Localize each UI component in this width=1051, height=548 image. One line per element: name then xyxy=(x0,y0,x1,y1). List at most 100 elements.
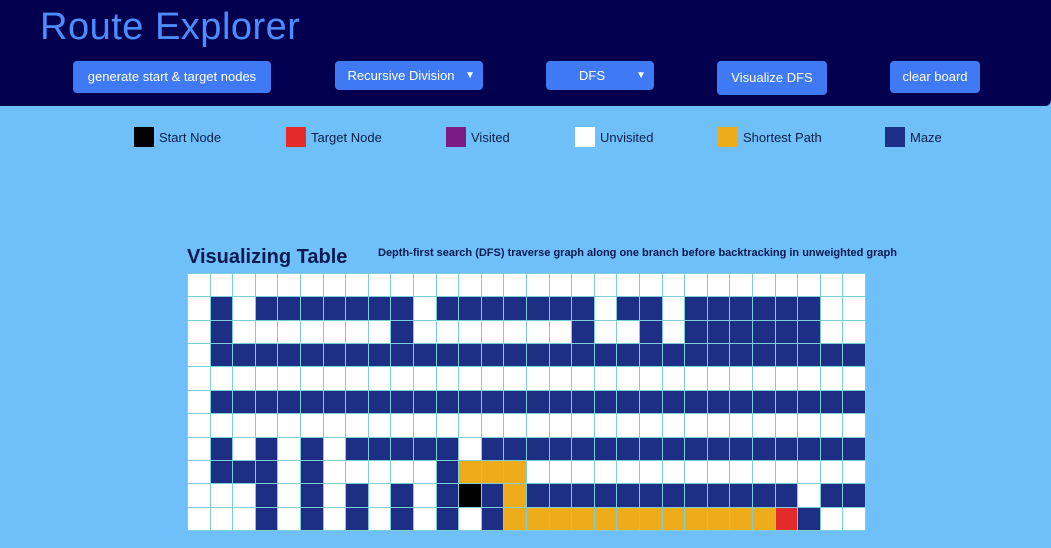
grid-cell-maze[interactable] xyxy=(233,390,256,415)
grid-cell-maze[interactable] xyxy=(707,297,731,321)
grid-cell-maze[interactable] xyxy=(481,437,505,461)
grid-cell-maze[interactable] xyxy=(707,344,731,368)
grid-cell-maze[interactable] xyxy=(255,460,279,485)
grid-cell-unvisited[interactable] xyxy=(843,297,866,321)
grid-cell-maze[interactable] xyxy=(210,297,234,321)
grid-cell-maze[interactable] xyxy=(323,390,347,415)
grid-cell-unvisited[interactable] xyxy=(459,507,482,531)
grid-cell-unvisited[interactable] xyxy=(640,460,663,485)
grid-cell-unvisited[interactable] xyxy=(346,320,369,345)
visualizing-grid[interactable] xyxy=(187,273,866,531)
grid-cell-unvisited[interactable] xyxy=(346,460,369,485)
grid-cell-unvisited[interactable] xyxy=(843,320,866,345)
grid-cell-maze[interactable] xyxy=(323,344,347,368)
grid-cell-maze[interactable] xyxy=(617,484,640,508)
grid-cell-unvisited[interactable] xyxy=(527,460,550,485)
grid-cell-unvisited[interactable] xyxy=(775,414,799,438)
grid-cell-maze[interactable] xyxy=(301,437,324,461)
grid-cell-maze[interactable] xyxy=(527,390,550,415)
grid-cell-unvisited[interactable] xyxy=(707,367,731,391)
grid-cell-unvisited[interactable] xyxy=(594,320,618,345)
grid-cell-path[interactable] xyxy=(481,460,505,485)
grid-cell-unvisited[interactable] xyxy=(594,414,618,438)
grid-cell-unvisited[interactable] xyxy=(255,414,279,438)
grid-cell-unvisited[interactable] xyxy=(527,414,550,438)
grid-cell-maze[interactable] xyxy=(301,484,324,508)
grid-cell-unvisited[interactable] xyxy=(233,320,256,345)
grid-cell-maze[interactable] xyxy=(527,437,550,461)
grid-cell-unvisited[interactable] xyxy=(346,414,369,438)
grid-cell-unvisited[interactable] xyxy=(820,274,844,298)
grid-cell-unvisited[interactable] xyxy=(233,297,256,321)
grid-cell-unvisited[interactable] xyxy=(820,297,844,321)
grid-cell-unvisited[interactable] xyxy=(572,460,595,485)
grid-cell-maze[interactable] xyxy=(301,344,324,368)
grid-cell-unvisited[interactable] xyxy=(323,320,347,345)
grid-cell-maze[interactable] xyxy=(843,484,866,508)
grid-cell-unvisited[interactable] xyxy=(459,274,482,298)
grid-cell-unvisited[interactable] xyxy=(278,320,301,345)
grid-cell-maze[interactable] xyxy=(775,344,799,368)
grid-cell-maze[interactable] xyxy=(459,390,482,415)
grid-cell-unvisited[interactable] xyxy=(188,484,211,508)
grid-cell-maze[interactable] xyxy=(210,390,234,415)
grid-cell-path[interactable] xyxy=(504,507,527,531)
grid-cell-unvisited[interactable] xyxy=(188,274,211,298)
grid-cell-maze[interactable] xyxy=(481,344,505,368)
grid-cell-unvisited[interactable] xyxy=(346,367,369,391)
grid-cell-maze[interactable] xyxy=(640,344,663,368)
grid-cell-unvisited[interactable] xyxy=(527,367,550,391)
grid-cell-path[interactable] xyxy=(730,507,753,531)
grid-cell-maze[interactable] xyxy=(820,484,844,508)
grid-cell-unvisited[interactable] xyxy=(820,414,844,438)
grid-cell-unvisited[interactable] xyxy=(843,367,866,391)
grid-cell-unvisited[interactable] xyxy=(730,460,753,485)
grid-cell-unvisited[interactable] xyxy=(436,274,460,298)
grid-cell-unvisited[interactable] xyxy=(662,460,686,485)
grid-cell-unvisited[interactable] xyxy=(188,437,211,461)
grid-cell-maze[interactable] xyxy=(391,390,414,415)
grid-cell-maze[interactable] xyxy=(685,437,708,461)
grid-cell-unvisited[interactable] xyxy=(278,414,301,438)
grid-cell-unvisited[interactable] xyxy=(414,297,437,321)
grid-cell-unvisited[interactable] xyxy=(368,484,392,508)
grid-cell-unvisited[interactable] xyxy=(233,367,256,391)
grid-cell-unvisited[interactable] xyxy=(188,367,211,391)
grid-cell-unvisited[interactable] xyxy=(820,507,844,531)
clear-board-button[interactable]: clear board xyxy=(890,61,980,93)
grid-cell-unvisited[interactable] xyxy=(775,274,799,298)
grid-cell-unvisited[interactable] xyxy=(323,414,347,438)
grid-cell-unvisited[interactable] xyxy=(391,414,414,438)
grid-cell-unvisited[interactable] xyxy=(617,274,640,298)
grid-cell-unvisited[interactable] xyxy=(798,460,821,485)
grid-cell-maze[interactable] xyxy=(572,297,595,321)
grid-cell-maze[interactable] xyxy=(798,390,821,415)
grid-cell-unvisited[interactable] xyxy=(368,367,392,391)
grid-cell-maze[interactable] xyxy=(753,297,776,321)
grid-cell-unvisited[interactable] xyxy=(301,367,324,391)
grid-cell-maze[interactable] xyxy=(640,297,663,321)
grid-cell-unvisited[interactable] xyxy=(662,297,686,321)
grid-cell-maze[interactable] xyxy=(594,390,618,415)
grid-cell-unvisited[interactable] xyxy=(210,507,234,531)
grid-cell-maze[interactable] xyxy=(527,297,550,321)
grid-cell-unvisited[interactable] xyxy=(798,484,821,508)
grid-cell-unvisited[interactable] xyxy=(640,414,663,438)
grid-cell-maze[interactable] xyxy=(391,344,414,368)
grid-cell-path[interactable] xyxy=(594,507,618,531)
grid-cell-maze[interactable] xyxy=(414,437,437,461)
grid-cell-unvisited[interactable] xyxy=(301,274,324,298)
grid-cell-maze[interactable] xyxy=(436,437,460,461)
grid-cell-unvisited[interactable] xyxy=(504,320,527,345)
grid-cell-maze[interactable] xyxy=(753,390,776,415)
grid-cell-maze[interactable] xyxy=(210,344,234,368)
grid-cell-maze[interactable] xyxy=(798,507,821,531)
grid-cell-maze[interactable] xyxy=(662,437,686,461)
grid-cell-maze[interactable] xyxy=(685,320,708,345)
grid-cell-maze[interactable] xyxy=(210,320,234,345)
grid-cell-unvisited[interactable] xyxy=(233,507,256,531)
grid-cell-maze[interactable] xyxy=(346,344,369,368)
grid-cell-maze[interactable] xyxy=(481,484,505,508)
grid-cell-maze[interactable] xyxy=(640,484,663,508)
grid-cell-maze[interactable] xyxy=(436,297,460,321)
